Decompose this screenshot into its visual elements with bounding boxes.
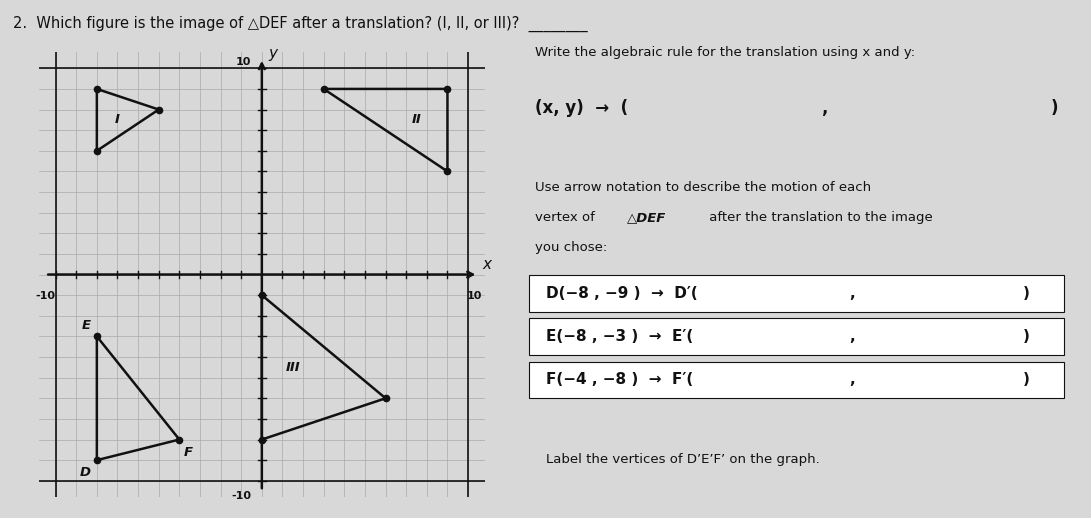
Text: E: E — [82, 319, 91, 332]
Text: ,: , — [849, 372, 855, 387]
Text: x: x — [482, 257, 492, 272]
Text: (x, y)  →  (: (x, y) → ( — [535, 99, 628, 117]
Text: after the translation to the image: after the translation to the image — [705, 211, 933, 224]
Text: D(−8 , −9 )  →  D′(: D(−8 , −9 ) → D′( — [547, 286, 698, 301]
Text: F: F — [183, 445, 192, 459]
Text: ): ) — [1051, 99, 1058, 117]
Text: -10: -10 — [231, 491, 252, 501]
Text: I: I — [115, 113, 120, 126]
Text: ): ) — [1023, 329, 1030, 344]
Text: ,: , — [849, 329, 855, 344]
Text: Use arrow notation to describe the motion of each: Use arrow notation to describe the motio… — [535, 181, 871, 194]
Text: E(−8 , −3 )  →  E′(: E(−8 , −3 ) → E′( — [547, 329, 693, 344]
Text: 2.  Which figure is the image of △DEF after a translation? (I, II, or III)?  ___: 2. Which figure is the image of △DEF aft… — [13, 16, 588, 32]
Text: Write the algebraic rule for the translation using x and y:: Write the algebraic rule for the transla… — [535, 46, 915, 59]
Text: 10: 10 — [467, 291, 482, 301]
Text: ,: , — [822, 99, 827, 117]
Text: ): ) — [1023, 372, 1030, 387]
Text: you chose:: you chose: — [535, 240, 608, 253]
Text: ,: , — [849, 286, 855, 301]
Text: 10: 10 — [236, 57, 252, 67]
Text: F(−4 , −8 )  →  F′(: F(−4 , −8 ) → F′( — [547, 372, 693, 387]
Text: Label the vertices of D’E’F’ on the graph.: Label the vertices of D’E’F’ on the grap… — [547, 453, 819, 466]
Text: II: II — [411, 113, 421, 126]
FancyBboxPatch shape — [529, 362, 1064, 398]
Text: △DEF: △DEF — [626, 211, 666, 224]
Text: y: y — [268, 47, 277, 61]
Text: D: D — [80, 466, 91, 479]
Text: III: III — [286, 361, 300, 374]
Text: vertex of: vertex of — [535, 211, 599, 224]
FancyBboxPatch shape — [529, 276, 1064, 312]
Text: ): ) — [1023, 286, 1030, 301]
Text: -10: -10 — [35, 291, 56, 301]
FancyBboxPatch shape — [529, 319, 1064, 355]
